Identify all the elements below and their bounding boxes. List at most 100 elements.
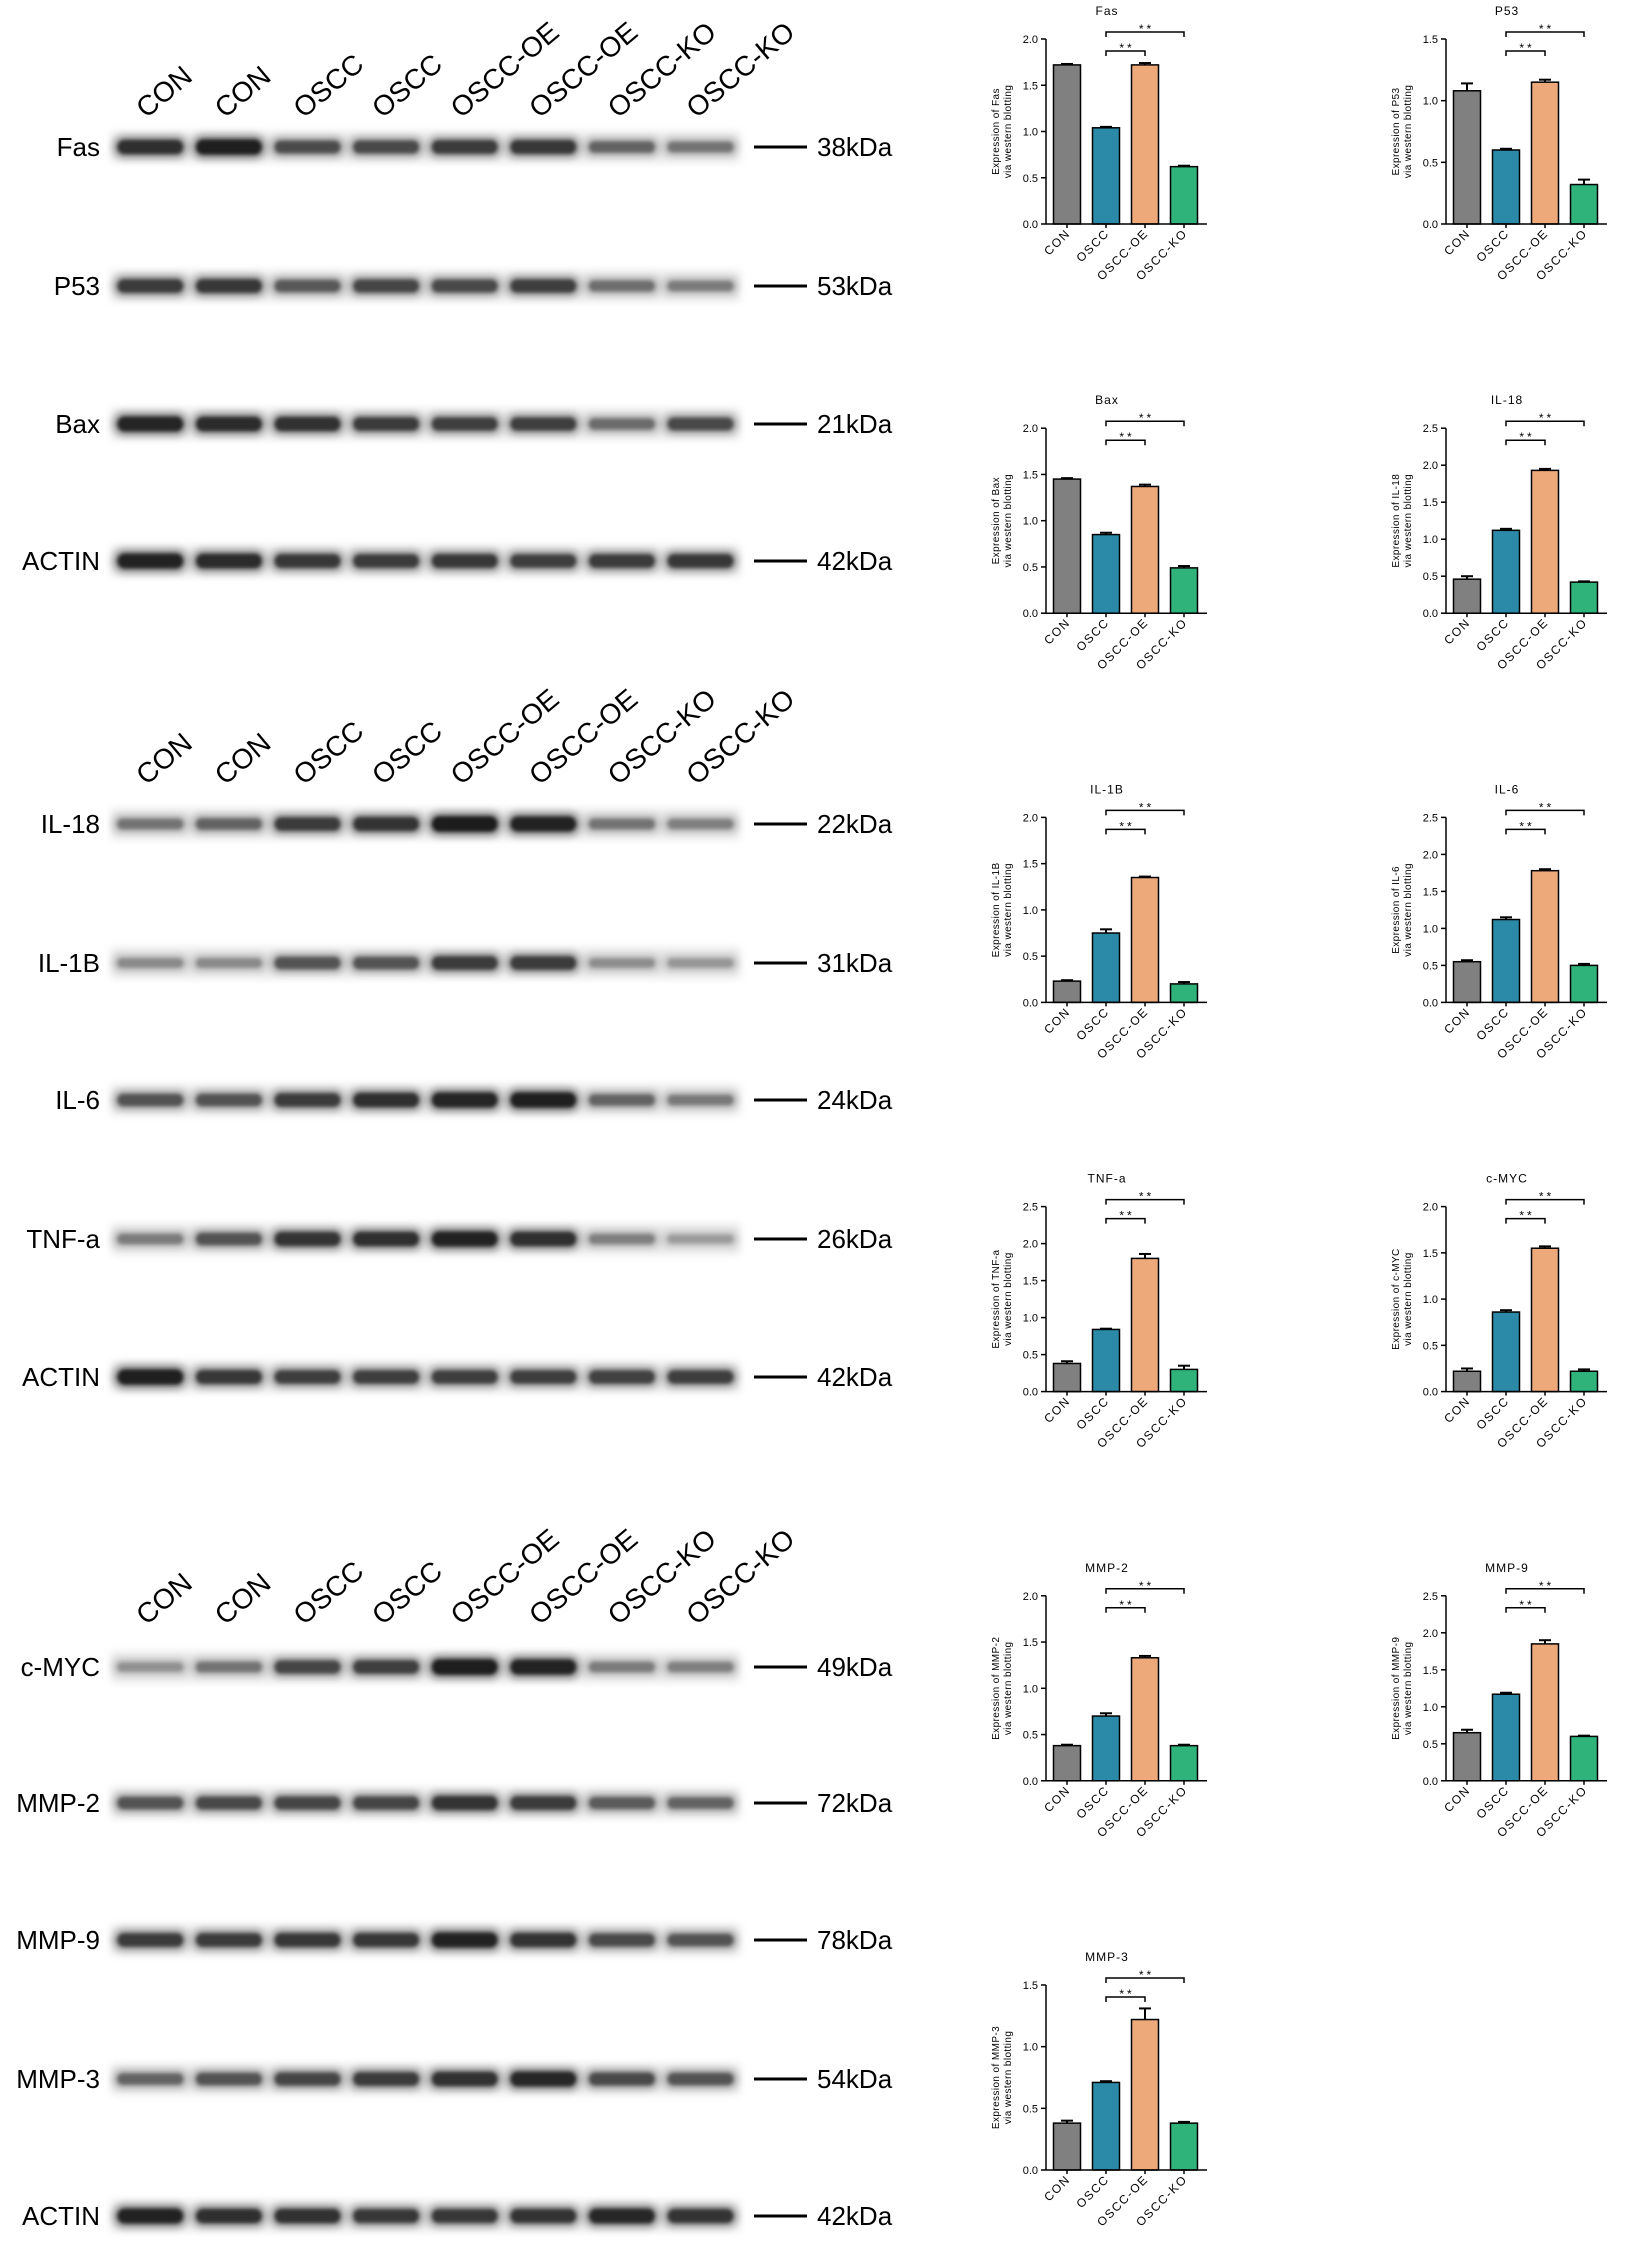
blot-band [274, 279, 341, 293]
blot-band [117, 553, 184, 569]
y-tick-label: 0.0 [1023, 997, 1038, 1009]
y-tick-label: 1.0 [1023, 127, 1038, 139]
bar-oscc-ko [1569, 964, 1599, 1004]
significance-bracket [1105, 1977, 1185, 1983]
blot-band [667, 818, 734, 830]
lane-label: CON [130, 60, 198, 124]
blot-band [667, 2072, 734, 2086]
blot-band [667, 1094, 734, 1106]
significance-stars: ** [1119, 1987, 1134, 2001]
bar-con [1052, 980, 1082, 1004]
y-tick-label: 0.5 [1023, 1350, 1038, 1362]
x-tick-label: OSCC [1073, 1394, 1112, 1433]
protein-label: IL-18 [41, 809, 100, 839]
lane-label: CON [209, 60, 277, 124]
blot-group-1: CON CON OSCCOSCCOSCC-OEOSCC-OEOSCC-KOOSCC-… [22, 16, 893, 576]
y-tick-label: 1.0 [1423, 923, 1438, 935]
chart-c-myc: c-MYC Expression of c-MYC via western blot… [1391, 1172, 1607, 1451]
x-tick-label: OSCC [1073, 226, 1112, 265]
y-tick-label: 0.0 [1023, 1776, 1038, 1788]
blot-band [588, 958, 655, 968]
blot-band [195, 416, 262, 432]
y-tick-label: 0.0 [1423, 608, 1438, 620]
y-tick-label: 0.5 [1423, 1739, 1438, 1751]
marker-weight-label: 54kDa [817, 2064, 893, 2094]
x-tick-label: OSCC [1073, 1005, 1112, 1044]
blot-band [667, 554, 734, 568]
blot-band [274, 956, 341, 970]
blot-band [588, 1094, 655, 1106]
y-tick-label: 0.5 [1023, 1730, 1038, 1742]
significance-bracket [1105, 1217, 1146, 1224]
blot-band [274, 1796, 341, 1810]
blot-band [195, 818, 262, 830]
bar-oscc-ko [1169, 567, 1199, 614]
chart-tnf-a: TNF-a Expression of TNF-a via western blot… [991, 1172, 1207, 1451]
blot-band [431, 1370, 498, 1384]
y-tick-label: 2.0 [1023, 34, 1038, 46]
y-axis-label: Expression of IL-1B [991, 862, 1002, 957]
x-tick-label: OSCC [1473, 615, 1512, 654]
protein-label: ACTIN [22, 1362, 100, 1392]
blot-band [588, 1797, 655, 1809]
chart-il-1b: IL-1B Expression of IL-1B via western blot… [991, 782, 1207, 1062]
y-axis-label: Expression of TNF-a [991, 1250, 1002, 1349]
blot-band [195, 2208, 262, 2224]
protein-label: TNF-a [26, 1224, 100, 1254]
protein-label: ACTIN [22, 2201, 100, 2231]
significance-stars: ** [1139, 411, 1154, 425]
significance-bracket [1505, 809, 1585, 816]
y-axis-label: via western blotting [1403, 863, 1414, 957]
blot-band [510, 816, 577, 832]
protein-label: Fas [57, 132, 100, 162]
chart-title: Bax [1095, 393, 1119, 407]
significance-bracket [1505, 1198, 1585, 1205]
bar-oscc-oe [1530, 81, 1560, 225]
blot-band [353, 816, 420, 832]
x-tick-label: CON [1441, 615, 1473, 647]
marker-weight-label: 42kDa [817, 1362, 893, 1392]
chart-il-18: IL-18 Expression of IL-18 via western blot… [1391, 393, 1607, 672]
bar-oscc [1491, 529, 1521, 614]
blot-row-il-6: IL-6 24kDa [55, 1085, 893, 1115]
protein-label: ACTIN [22, 546, 100, 576]
chart-mmp-9: MMP-9 Expression of MMP-9 via western blot… [1391, 1561, 1607, 1840]
y-axis-label: via western blotting [1003, 863, 1014, 957]
significance-stars: ** [1519, 819, 1534, 833]
blot-band [667, 280, 734, 292]
y-axis-label: via western blotting [1403, 474, 1414, 568]
significance-bracket [1505, 1607, 1546, 1613]
blot-band [353, 554, 420, 568]
x-tick-label: OSCC [1473, 1394, 1512, 1433]
y-axis-label: via western blotting [1403, 85, 1414, 179]
blot-band [431, 417, 498, 431]
y-tick-label: 0.5 [1423, 1340, 1438, 1352]
x-tick-label: CON [1441, 1005, 1473, 1037]
blot-band [195, 1661, 262, 1673]
blot-band [274, 2072, 341, 2086]
y-tick-label: 1.5 [1023, 469, 1038, 481]
chart-title: IL-1B [1090, 782, 1124, 796]
y-tick-label: 2.0 [1423, 460, 1438, 472]
y-axis-label: via western blotting [1003, 2031, 1014, 2125]
bar-con [1052, 64, 1082, 225]
significance-bracket [1105, 809, 1185, 816]
chart-title: c-MYC [1486, 1172, 1528, 1186]
x-tick-label: CON [1441, 1394, 1473, 1426]
blot-band [117, 1796, 184, 1810]
marker-weight-label: 49kDa [817, 1652, 893, 1682]
y-axis-label: Expression of MMP-2 [991, 1637, 1002, 1740]
chart-title: P53 [1495, 4, 1519, 18]
blot-band [274, 416, 341, 432]
bar-oscc-oe [1530, 869, 1560, 1004]
blot-band [510, 554, 577, 568]
blot-row-actin: ACTIN 42kDa [22, 2201, 893, 2231]
x-tick-label: CON [1041, 1005, 1073, 1037]
marker-weight-label: 42kDa [817, 546, 893, 576]
marker-weight-label: 31kDa [817, 948, 893, 978]
protein-label: MMP-3 [16, 2064, 100, 2094]
y-tick-label: 1.5 [1023, 80, 1038, 92]
y-tick-label: 1.5 [1423, 34, 1438, 46]
blot-band [510, 2071, 577, 2087]
